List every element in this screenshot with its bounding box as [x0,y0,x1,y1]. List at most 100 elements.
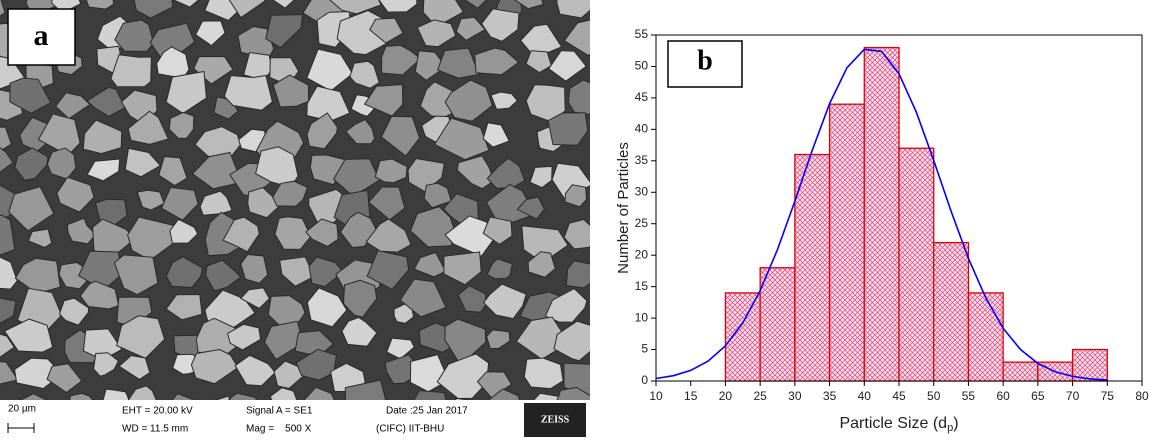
particle [124,147,162,178]
particle [457,285,487,313]
y-tick-label: 25 [635,216,649,230]
particle [563,218,590,250]
particle [436,47,481,79]
scale-bar [7,423,35,433]
particle [46,363,83,394]
particle [227,323,262,351]
y-tick-label: 10 [635,310,649,324]
y-tick-label: 0 [641,373,648,387]
y-tick-label: 30 [635,184,649,198]
particle [464,0,487,9]
particle [456,155,495,190]
x-label-subscript: p [947,422,953,434]
particle [0,0,6,17]
panel-label: a [34,19,49,52]
particle [344,379,387,400]
particle [378,0,418,13]
particle [527,251,556,278]
bar [724,292,761,382]
x-tick-label: 35 [823,389,837,403]
particle [474,47,520,76]
particle [127,110,170,145]
particle [113,254,159,296]
x-tick-label: 20 [719,389,733,403]
panel-label: b [697,45,713,76]
particle [544,287,588,323]
y-tick-label: 5 [641,342,648,356]
particle [86,86,126,118]
particle [199,190,233,216]
particle [27,228,53,249]
particle [367,186,406,221]
x-tick-label: 10 [649,389,663,403]
particle [514,0,544,10]
particle [66,217,97,245]
fit-curve [655,48,1108,381]
particle [564,184,588,208]
particle [366,250,410,290]
y-tick-label: 55 [635,27,649,41]
particle [279,256,315,287]
particle [482,283,527,320]
particle [455,397,472,400]
particle [413,389,447,400]
particle [345,118,376,145]
particle [269,387,298,400]
particle [0,361,19,385]
particle [482,122,511,148]
particle [380,115,421,157]
bar [828,103,865,382]
particle [56,176,95,213]
particle [136,189,165,211]
particle [486,258,513,280]
particle [190,348,239,385]
particle [14,147,49,181]
particle [433,117,490,161]
particle [363,83,404,117]
particle [272,0,295,9]
mag: Mag = 500 X [246,424,312,435]
panel-label-box [667,40,743,88]
particle [423,182,452,209]
y-tick-label: 45 [635,90,649,104]
x-label-text: Particle Size (d [839,415,947,432]
particle [455,16,486,42]
particle [0,126,13,152]
particle [165,70,207,114]
particle [556,386,590,400]
x-tick-label: 25 [753,389,767,403]
logo: ZEISS [541,414,570,425]
particle [222,216,260,253]
particle [443,251,482,286]
particle [0,297,17,324]
particle [482,216,513,246]
particle [399,278,447,318]
bar [898,147,935,382]
particle [263,320,304,361]
bar [794,153,831,382]
lab: (CIFC) IIT-BHU [376,424,444,435]
particle [525,50,553,74]
bar [759,267,796,382]
particle [69,392,94,400]
particle [172,0,200,8]
particle [58,297,90,326]
particle [365,218,412,253]
particle [191,151,243,190]
bar [933,241,970,382]
particle [158,156,188,187]
particle [114,19,155,52]
x-tick-label: 55 [962,389,976,403]
particle [229,392,257,400]
particle [205,259,242,292]
particle [274,216,312,250]
y-tick-label: 35 [635,153,649,167]
particle [516,196,545,220]
particle [8,186,55,232]
particle [0,256,18,290]
particle [93,352,120,377]
bar [967,292,1004,382]
particle [486,329,511,350]
particle [127,385,157,400]
y-tick-label: 20 [635,247,649,261]
